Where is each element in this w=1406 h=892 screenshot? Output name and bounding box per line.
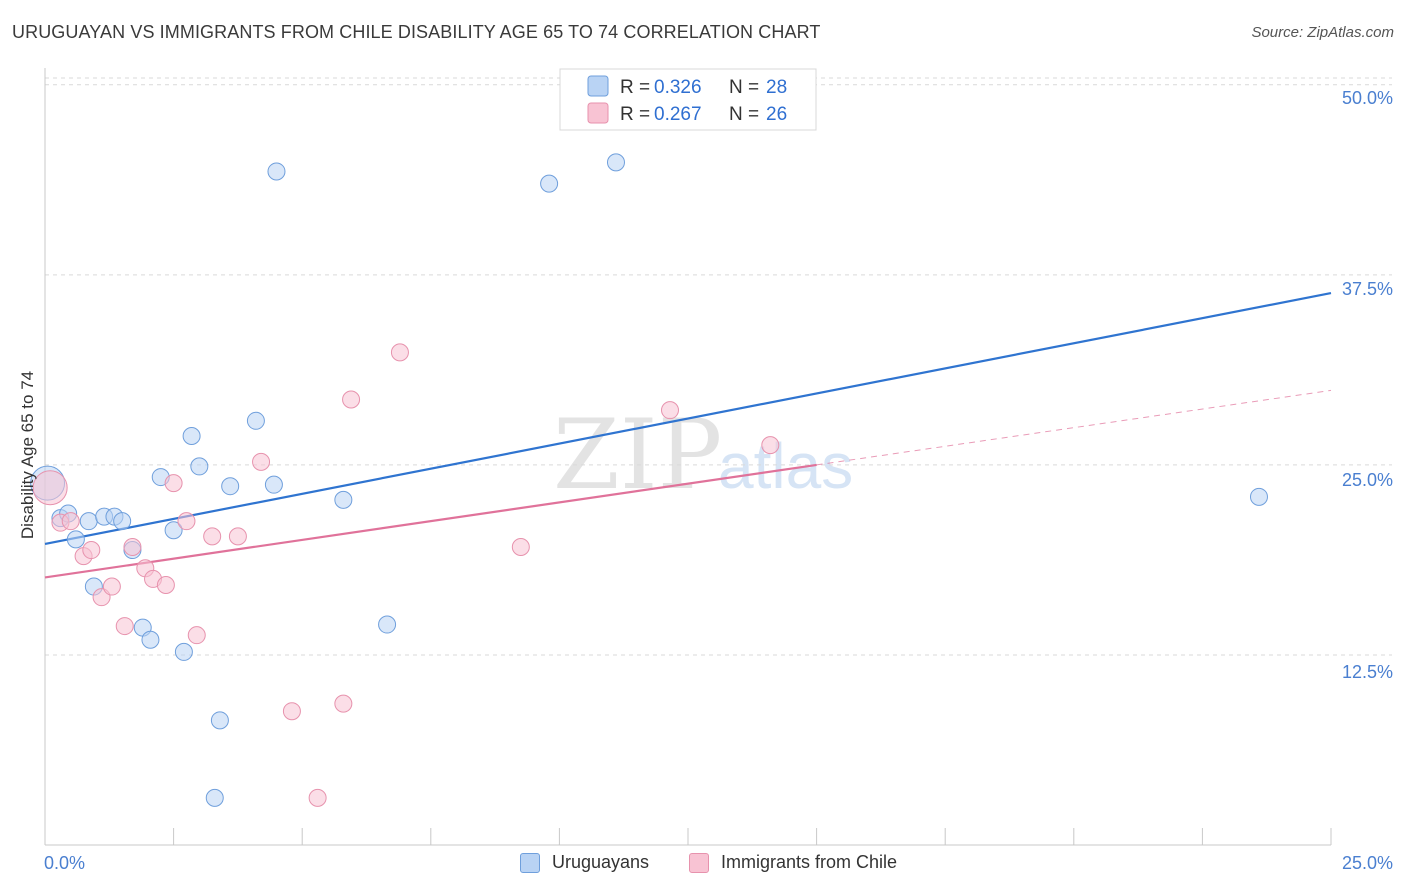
legend-n-value: 28: [766, 77, 787, 98]
data-point: [66, 530, 85, 549]
data-point: [61, 512, 80, 531]
legend-item-chile: Immigrants from Chile: [689, 852, 897, 873]
trend-lines: [44, 292, 1332, 579]
axes: [44, 68, 1332, 846]
data-points: [30, 153, 1268, 807]
series-legend: Uruguayans Immigrants from Chile: [0, 852, 1406, 878]
data-point: [190, 457, 209, 476]
data-point: [660, 401, 679, 420]
y-tick-label: 37.5%: [1342, 279, 1393, 299]
y-tick-label: 25.0%: [1342, 470, 1393, 490]
data-point: [123, 538, 142, 557]
data-point: [390, 343, 409, 362]
data-point: [228, 527, 247, 546]
watermark-atlas: atlas: [718, 430, 853, 502]
x-tick-label-max: 25.0%: [1342, 853, 1393, 873]
legend-item-uruguayans: Uruguayans: [520, 852, 649, 873]
legend-swatch-uruguayans: [520, 852, 540, 873]
data-point: [115, 617, 134, 636]
y-tick-label: 50.0%: [1342, 88, 1393, 108]
correlation-legend: R = 0.326 N = 28 R = 0.267 N = 26: [559, 68, 817, 131]
trend-line: [44, 292, 1332, 546]
data-point: [156, 576, 175, 595]
data-point: [32, 470, 68, 506]
data-point: [334, 490, 353, 509]
data-point: [761, 436, 780, 455]
data-point: [267, 162, 286, 181]
data-point: [177, 512, 196, 531]
data-point: [264, 475, 283, 494]
data-point: [221, 477, 240, 496]
data-point: [252, 452, 271, 471]
trend-line: [44, 463, 817, 579]
data-point: [79, 512, 98, 531]
data-point: [164, 474, 183, 493]
data-point: [606, 153, 625, 172]
x-tick-label-min: 0.0%: [44, 853, 85, 873]
source-label: Source: ZipAtlas.com: [1251, 24, 1394, 41]
legend-r-label: R =: [620, 104, 650, 125]
legend-swatch-chile: [587, 102, 609, 124]
gridlines: [45, 77, 1392, 656]
legend-swatch-chile: [689, 852, 709, 873]
data-point: [182, 427, 201, 446]
data-point: [141, 630, 160, 649]
data-point: [1249, 487, 1268, 506]
data-point: [205, 788, 224, 807]
legend-r-value: 0.326: [654, 77, 702, 98]
legend-label-chile: Immigrants from Chile: [721, 852, 898, 872]
data-point: [187, 626, 206, 645]
data-point: [164, 521, 183, 540]
data-point: [511, 538, 530, 557]
y-axis-label: Disability Age 65 to 74: [18, 371, 37, 539]
data-point: [540, 174, 559, 193]
data-point: [246, 411, 265, 430]
legend-n-label: N =: [729, 104, 759, 125]
data-point: [334, 694, 353, 713]
y-tick-label: 12.5%: [1342, 662, 1393, 682]
legend-swatch-uruguayans: [587, 75, 609, 97]
data-point: [174, 642, 193, 661]
data-point: [113, 512, 132, 531]
data-point: [282, 702, 301, 721]
legend-n-value: 26: [766, 104, 787, 125]
data-point: [102, 577, 121, 596]
data-point: [210, 711, 229, 730]
data-point: [308, 788, 327, 807]
chart-title: URUGUAYAN VS IMMIGRANTS FROM CHILE DISAB…: [12, 22, 821, 42]
data-point: [378, 615, 397, 634]
data-point: [82, 541, 101, 560]
legend-n-label: N =: [729, 77, 759, 98]
trend-line-extension: [816, 389, 1332, 466]
data-point: [342, 390, 361, 409]
data-point: [203, 527, 222, 546]
legend-r-value: 0.267: [654, 104, 702, 125]
legend-label-uruguayans: Uruguayans: [552, 852, 650, 872]
legend-r-label: R =: [620, 77, 650, 98]
